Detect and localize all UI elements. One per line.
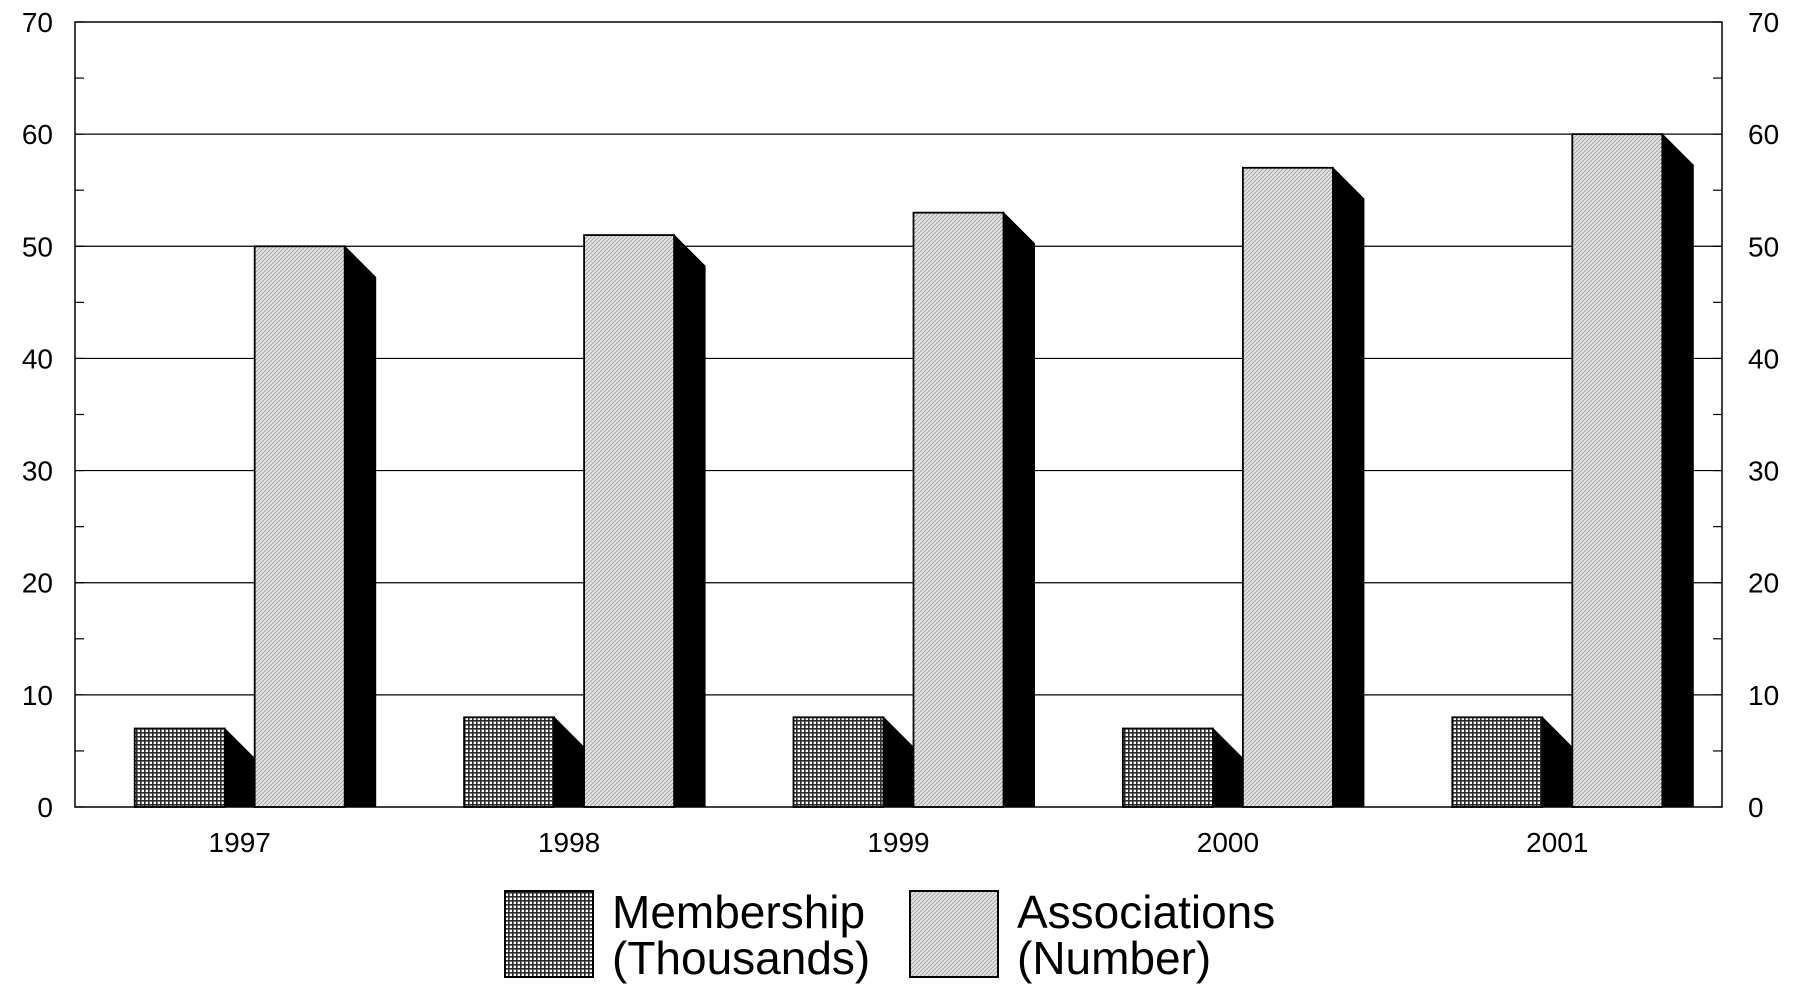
bar-associations-1997-shadow [344,245,377,808]
bar-membership-1999-shadow [883,716,915,808]
bar-membership-2001-shadow [1541,716,1574,808]
bar-associations-2000-shadow [1332,166,1365,808]
legend-label-membership-line2: (Thousands) [612,932,870,984]
bar-membership-1997 [133,727,226,808]
legend-swatch-associations [909,890,999,978]
bar-membership-1998-shadow [553,716,586,808]
left-tick-label-70: 70 [22,7,53,38]
left-tick-label-0: 0 [37,792,53,823]
left-tick-label-50: 50 [22,231,53,262]
right-tick-label-20: 20 [1748,568,1779,599]
legend-item-associations: Associations (Number) [909,886,1275,984]
left-y-axis: 0 10 20 30 40 50 60 70 [22,7,84,823]
right-tick-label-70: 70 [1748,7,1779,38]
bar-associations-1998-shadow [673,233,706,808]
right-tick-label-60: 60 [1748,119,1779,150]
legend-swatch-membership [504,890,594,978]
right-tick-label-0: 0 [1748,792,1764,823]
left-tick-label-20: 20 [22,568,53,599]
right-tick-label-50: 50 [1748,231,1779,262]
bar-associations-2001 [1571,133,1664,808]
right-tick-label-10: 10 [1748,680,1779,711]
legend: Membership (Thousands) Associations (Num… [504,886,1275,984]
left-tick-label-30: 30 [22,456,53,487]
left-tick-label-60: 60 [22,119,53,150]
legend-label-associations-line2: (Number) [1017,932,1211,984]
bar-associations-1998 [583,234,675,808]
right-tick-label-40: 40 [1748,343,1779,374]
x-tick-label-1998: 1998 [538,827,600,858]
bar-associations-2001-shadow [1661,132,1694,808]
bar-associations-1999 [912,211,1005,808]
x-tick-label-1997: 1997 [209,827,271,858]
left-tick-label-10: 10 [22,680,53,711]
right-y-axis: 0 10 20 30 40 50 60 70 [1713,7,1779,823]
x-axis: 1997 1998 1999 2000 2001 [209,827,1589,858]
x-tick-label-2000: 2000 [1197,827,1259,858]
left-tick-label-40: 40 [22,343,53,374]
x-tick-label-1999: 1999 [867,827,929,858]
legend-item-membership: Membership (Thousands) [504,886,870,984]
bar-membership-1997-shadow [224,727,257,808]
bar-membership-1998 [463,716,556,808]
legend-label-associations-line1: Associations [1017,886,1275,938]
x-tick-label-2001: 2001 [1526,827,1588,858]
bar-associations-1997 [253,245,346,808]
bar-membership-1999 [792,716,885,808]
bar-membership-2000 [1122,727,1214,808]
bar-membership-2001 [1451,716,1544,808]
bar-associations-1999-shadow [1003,211,1035,808]
right-tick-label-30: 30 [1748,456,1779,487]
legend-label-membership-line1: Membership [612,886,865,938]
bar-associations-2000 [1242,166,1334,808]
bar-membership-2000-shadow [1212,727,1245,808]
bars [133,132,1694,808]
